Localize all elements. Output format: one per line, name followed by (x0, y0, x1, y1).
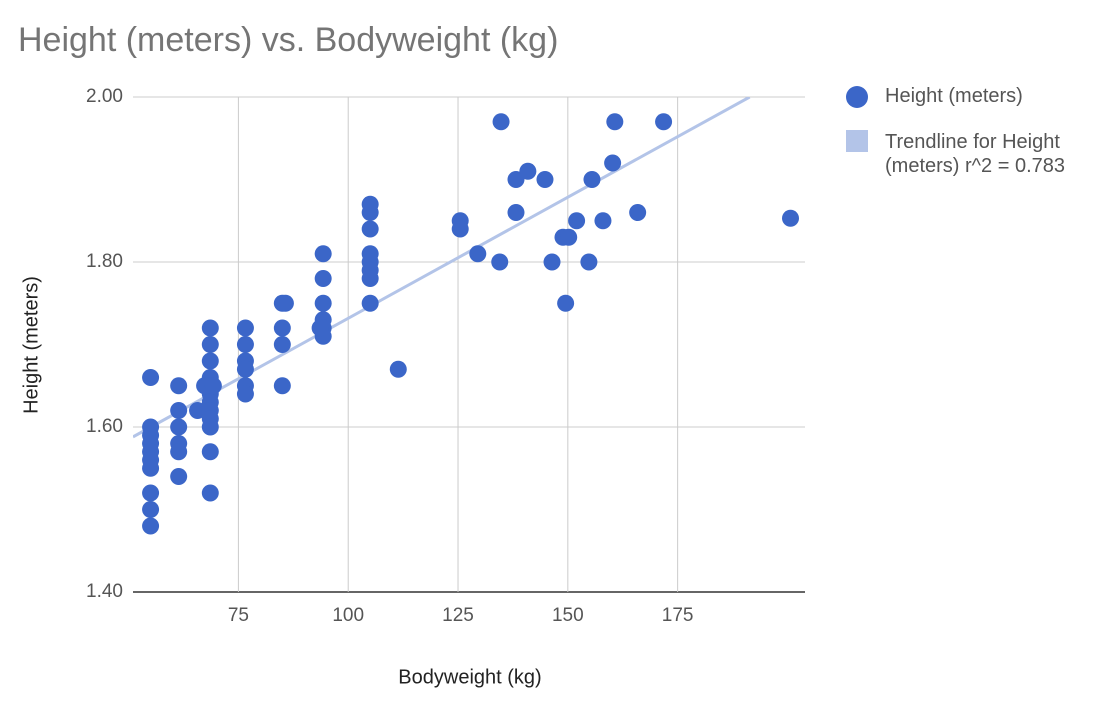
legend-marker (846, 130, 868, 152)
point (507, 171, 525, 188)
point (170, 418, 188, 436)
point (201, 336, 219, 353)
point (314, 294, 332, 312)
point (451, 220, 469, 238)
x-tick-label: 150 (552, 605, 584, 626)
chart-title: Height (meters) vs. Bodyweight (kg) (18, 21, 558, 59)
point (236, 385, 254, 403)
point (142, 484, 160, 502)
point (311, 319, 329, 337)
point (236, 360, 254, 378)
point (507, 204, 525, 221)
point (629, 204, 647, 221)
point (273, 377, 291, 395)
point (273, 319, 291, 337)
point (492, 113, 510, 131)
x-tick-label: 100 (332, 605, 364, 626)
x-tick-label: 125 (442, 605, 474, 626)
point (201, 443, 219, 461)
x-tick-label: 75 (228, 605, 249, 626)
point (782, 209, 800, 227)
point (142, 517, 160, 535)
point (389, 360, 407, 378)
y-tick-label: 1.60 (86, 416, 123, 437)
point (204, 377, 222, 395)
point (273, 336, 291, 353)
point (580, 253, 598, 271)
point (594, 212, 612, 230)
point (361, 220, 379, 238)
point (201, 418, 219, 436)
point (491, 253, 509, 271)
point (560, 228, 578, 246)
point (201, 484, 219, 502)
legend-label: Trendline for Height (meters) r^2 = 0.78… (885, 131, 1066, 177)
point (170, 468, 188, 485)
point (142, 369, 160, 386)
point (201, 352, 219, 370)
point (519, 162, 537, 180)
point (655, 113, 673, 131)
point (142, 501, 160, 518)
point (201, 319, 219, 337)
point (314, 270, 332, 287)
point (189, 402, 207, 419)
legend-marker (846, 86, 868, 108)
point (568, 212, 586, 230)
point (361, 204, 379, 221)
point (276, 294, 294, 312)
point (314, 245, 332, 263)
point (536, 171, 554, 188)
point (142, 459, 160, 477)
point (543, 253, 561, 271)
point (236, 336, 254, 353)
y-tick-label: 1.80 (86, 251, 123, 272)
y-tick-label: 1.40 (86, 581, 123, 602)
point (170, 443, 188, 461)
point (170, 377, 188, 395)
x-axis-title: Bodyweight (kg) (398, 666, 541, 688)
trendline (133, 97, 751, 439)
point (361, 270, 379, 287)
legend-label: Height (meters) (885, 85, 1023, 107)
point (469, 245, 487, 263)
y-axis-title: Height (meters) (20, 276, 42, 414)
point (583, 171, 601, 188)
point (606, 113, 624, 131)
point (604, 154, 622, 172)
point (557, 294, 575, 312)
point (170, 402, 188, 419)
point (236, 319, 254, 337)
grid (133, 96, 805, 593)
x-tick-label: 175 (662, 605, 694, 626)
point (361, 294, 379, 312)
y-tick-label: 2.00 (86, 86, 123, 107)
